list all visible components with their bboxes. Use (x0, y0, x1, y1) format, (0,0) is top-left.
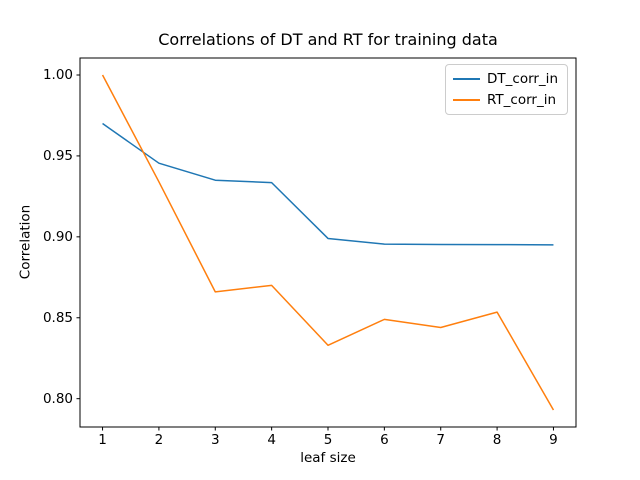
legend-label: DT_corr_in (487, 71, 558, 87)
y-tick-label: 0.85 (42, 309, 73, 326)
x-tick-label: 2 (154, 432, 164, 448)
legend-line-sample (453, 78, 480, 80)
x-tick-label: 7 (436, 432, 446, 448)
legend-label: RT_corr_in (487, 92, 556, 108)
x-tick-label: 9 (549, 432, 558, 448)
series-line-DT_corr_in (102, 122, 554, 246)
legend-line-sample (453, 99, 480, 101)
legend: DT_corr_in RT_corr_in (445, 64, 568, 115)
x-tick-label: 6 (380, 432, 389, 448)
y-tick-label: 1.00 (42, 66, 73, 83)
x-tick-label: 4 (267, 432, 276, 448)
y-tick-label: 0.80 (42, 390, 73, 407)
y-tick-label: 0.90 (42, 228, 73, 245)
x-tick-label: 5 (323, 432, 333, 448)
legend-entry: DT_corr_in (453, 70, 558, 88)
legend-entry: RT_corr_in (453, 91, 558, 109)
chart-title: Correlations of DT and RT for training d… (158, 30, 498, 49)
x-tick-label: 3 (210, 432, 220, 448)
x-tick-label: 1 (98, 432, 107, 448)
series-line-RT_corr_in (101, 74, 555, 411)
x-axis-label: leaf size (300, 450, 356, 466)
y-tick-label: 0.95 (42, 147, 73, 164)
x-tick-label: 8 (492, 432, 502, 448)
